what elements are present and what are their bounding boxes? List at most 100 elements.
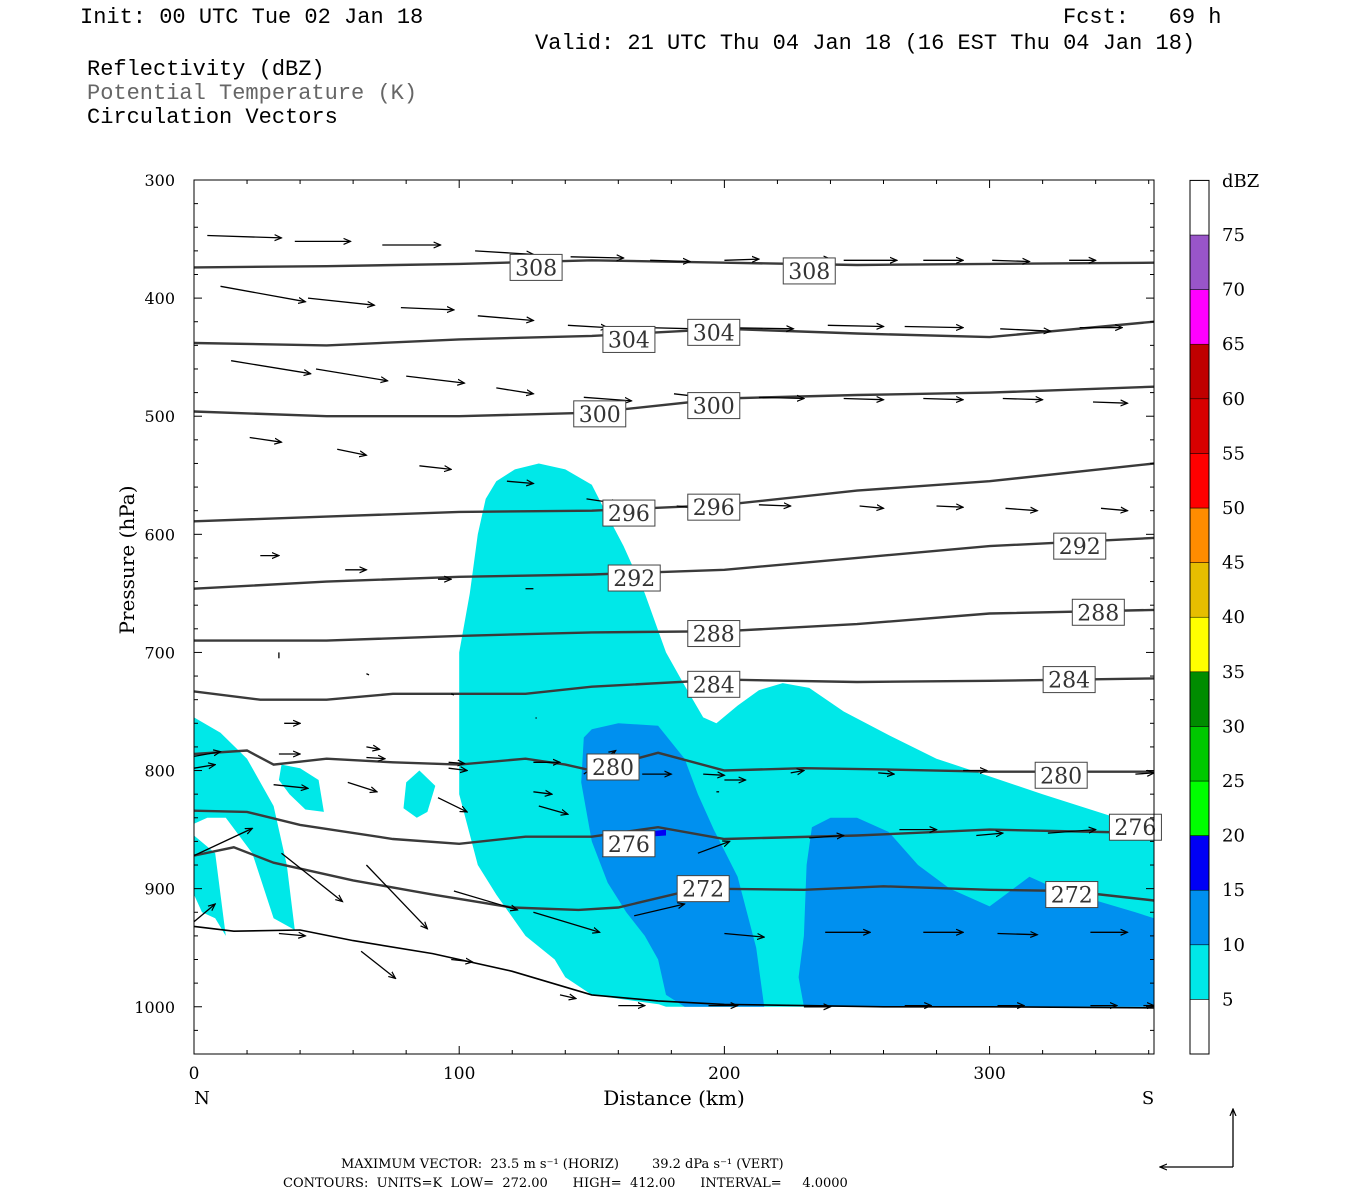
colorbar-swatch-below xyxy=(1189,999,1210,1055)
colorbar-label: 60 xyxy=(1222,389,1245,410)
colorbar-swatch xyxy=(1189,562,1210,618)
circulation-vector xyxy=(207,236,281,238)
colorbar-swatch xyxy=(1189,616,1210,673)
circulation-vector xyxy=(697,841,730,854)
circulation-vector xyxy=(1092,402,1128,403)
circulation-vector xyxy=(1002,399,1043,400)
circulation-vector xyxy=(758,505,791,506)
circulation-vector xyxy=(583,396,632,401)
x-tick-label: 300 xyxy=(973,1064,1005,1084)
circulation-vector xyxy=(337,448,366,455)
theta-contour xyxy=(194,259,1154,269)
colorbar-swatch xyxy=(1189,453,1210,509)
colorbar-label: 70 xyxy=(1222,280,1245,301)
contour-label: 284 xyxy=(1048,669,1090,694)
circulation-vector xyxy=(533,792,552,794)
valid-time: Valid: 21 UTC Thu 04 Jan 18 (16 EST Thu … xyxy=(535,31,1196,56)
contour-label-box xyxy=(602,830,656,858)
y-tick-label: 700 xyxy=(144,643,175,662)
contour-label-box xyxy=(1053,532,1107,560)
circulation-vector xyxy=(559,995,576,999)
circulation-vector xyxy=(496,387,533,394)
circulation-vector xyxy=(475,250,533,255)
contour-note: CONTOURS: UNITS=K LOW= 272.00 HIGH= 412.… xyxy=(283,1176,848,1191)
colorbar-swatch xyxy=(1189,234,1210,290)
circulation-vector xyxy=(790,771,804,773)
circulation-vector xyxy=(220,285,306,301)
y-tick-label: 800 xyxy=(144,762,175,781)
x-tick-label: 100 xyxy=(443,1064,475,1084)
y-tick-label: 500 xyxy=(144,407,175,426)
circulation-vector xyxy=(194,904,215,923)
contour-label-box xyxy=(1034,761,1088,789)
theta-contour xyxy=(194,846,1154,912)
circulation-vector xyxy=(976,833,1003,835)
circulation-vector xyxy=(278,934,306,936)
colorbar-label: 55 xyxy=(1222,443,1245,464)
x-tick-label: 0 xyxy=(189,1064,200,1084)
circulation-vector xyxy=(347,781,377,791)
colorbar-label: 35 xyxy=(1222,662,1245,683)
circulation-vector xyxy=(448,762,465,763)
colorbar-label: 40 xyxy=(1222,607,1245,628)
contour-label: 272 xyxy=(682,878,724,903)
contour-label: 292 xyxy=(613,567,655,592)
reflectivity-region xyxy=(581,723,765,1007)
colorbar-swatch xyxy=(1189,343,1210,400)
circulation-vector xyxy=(904,327,963,328)
circulation-vector xyxy=(406,375,464,383)
contour-label: 272 xyxy=(1051,884,1093,909)
contour-label-box xyxy=(1042,666,1096,694)
contour-label: 288 xyxy=(1077,601,1119,626)
colorbar-label: 75 xyxy=(1222,225,1245,246)
theta-contour xyxy=(194,385,1154,418)
circulation-vector xyxy=(194,752,221,758)
circulation-vector xyxy=(194,765,215,769)
colorbar-label: 20 xyxy=(1222,826,1245,847)
x-tick-label: 200 xyxy=(708,1064,740,1084)
colorbar-label: 45 xyxy=(1222,553,1245,574)
circulation-vector xyxy=(936,506,964,507)
circulation-vector xyxy=(307,297,374,305)
circulation-vector xyxy=(273,784,308,789)
circulation-vector xyxy=(538,805,568,814)
colorbar-label: 10 xyxy=(1222,935,1245,956)
contour-label-box xyxy=(687,620,741,648)
contour-label: 296 xyxy=(608,502,650,527)
max-vector-note: MAXIMUM VECTOR: 23.5 m s⁻¹ (HORIZ) 39.2 … xyxy=(341,1157,784,1172)
contour-label: 296 xyxy=(693,496,735,521)
circulation-vector xyxy=(419,466,451,470)
circulation-vector xyxy=(533,911,599,932)
y-tick-label: 300 xyxy=(144,171,175,190)
reflectivity-region xyxy=(403,770,436,818)
circulation-vector xyxy=(827,325,884,326)
circulation-vector xyxy=(1000,329,1050,331)
y-tick-label: 600 xyxy=(144,525,175,544)
contour-label-box xyxy=(1108,813,1162,841)
circulation-vector xyxy=(448,768,468,770)
contour-label: 308 xyxy=(515,256,557,281)
contour-label-box xyxy=(602,499,656,527)
circulation-vector xyxy=(453,890,518,910)
contour-label: 284 xyxy=(693,673,735,698)
contour-label-box xyxy=(687,392,741,420)
colorbar-swatch xyxy=(1189,726,1210,782)
colorbar-swatch xyxy=(1189,780,1210,836)
contour-label-box xyxy=(782,257,836,285)
y-tick-label: 900 xyxy=(144,880,175,899)
contour-label: 276 xyxy=(1114,816,1156,841)
circulation-vector xyxy=(366,758,385,759)
circulation-vector xyxy=(366,747,379,749)
reflectivity-region xyxy=(194,717,295,930)
colorbar-unit: dBZ xyxy=(1222,171,1259,192)
circulation-vector xyxy=(506,481,534,483)
theta-contour xyxy=(194,608,1154,642)
circulation-vector xyxy=(647,328,696,329)
colorbar-label: 30 xyxy=(1222,716,1245,737)
contour-label: 292 xyxy=(1059,535,1101,560)
contour-label: 288 xyxy=(693,623,735,648)
circulation-vector xyxy=(878,773,894,774)
contour-label: 300 xyxy=(693,395,735,420)
contour-label-box xyxy=(687,318,741,346)
